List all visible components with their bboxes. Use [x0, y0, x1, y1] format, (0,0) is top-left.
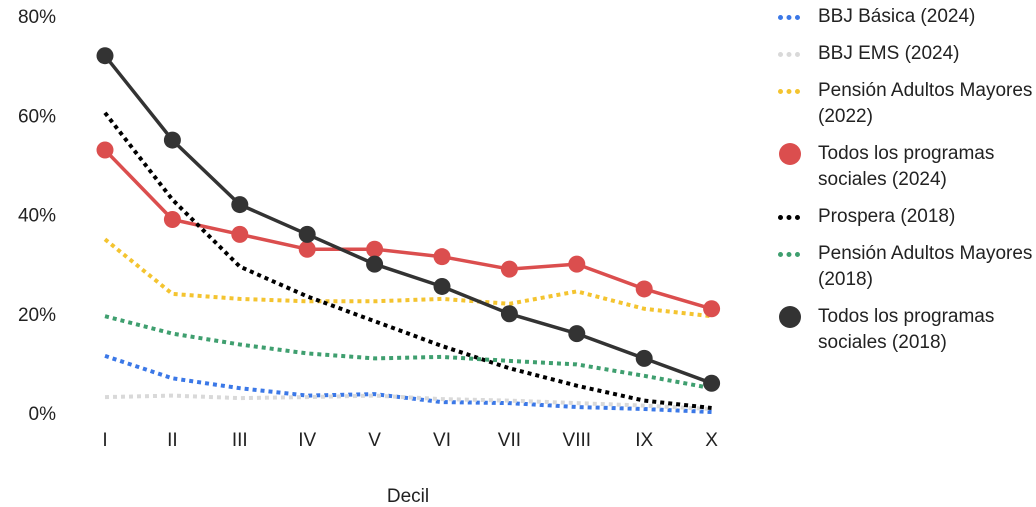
series [104, 314, 712, 391]
series [103, 111, 712, 410]
x-tick-label: VIII [563, 430, 592, 451]
legend-label: Todos los programas sociales (2018) [818, 306, 995, 353]
line-chart: 0%20%40%60%80% I II III IV V VI VII VIII IX X Dec… [18, 7, 721, 507]
series [104, 393, 712, 411]
y-axis-ticks: 0% 20% 40% 60% 80% [18, 7, 56, 425]
legend-label: Todos los programas sociales (2024) [818, 143, 995, 190]
y-tick-label: 40% [18, 206, 56, 227]
data-point [635, 349, 653, 367]
data-point [231, 225, 249, 243]
series [103, 237, 712, 319]
legend-swatch [778, 15, 800, 20]
series-line [103, 54, 713, 385]
legend-item: Pensión Adultos Mayores (2022) [778, 78, 1036, 130]
data-point [163, 131, 181, 149]
legend-label: Pensión Adultos Mayores (2018) [818, 243, 1033, 290]
data-point [568, 325, 586, 343]
data-point [366, 240, 384, 258]
data-point [500, 305, 518, 323]
series [96, 141, 721, 318]
x-tick-label: V [368, 430, 381, 451]
legend-item: Prospera (2018) [778, 204, 1036, 230]
legend-item: Todos los programas sociales (2024) [778, 141, 1036, 193]
series [104, 354, 712, 414]
data-point [703, 374, 721, 392]
data-point [231, 196, 249, 214]
y-tick-label: 0% [29, 404, 57, 425]
data-point [703, 300, 721, 318]
series-line [103, 111, 712, 410]
data-point [433, 248, 451, 266]
legend-item: BBJ Básica (2024) [778, 4, 1036, 30]
series-line [103, 148, 713, 311]
x-tick-label: I [102, 430, 107, 451]
data-point [568, 255, 586, 273]
x-tick-label: IV [298, 430, 316, 451]
series-line [104, 393, 712, 411]
series-line [104, 314, 712, 391]
legend-label: BBJ Básica (2024) [818, 6, 976, 27]
x-tick-label: VI [433, 430, 451, 451]
data-point [163, 210, 181, 228]
legend: BBJ Básica (2024) BBJ EMS (2024) Pensión A… [778, 4, 1036, 367]
y-tick-label: 60% [18, 106, 56, 127]
legend-swatch [779, 306, 801, 328]
legend-label: Pensión Adultos Mayores (2022) [818, 80, 1033, 127]
legend-label: Prospera (2018) [818, 206, 956, 227]
x-tick-label: III [232, 430, 248, 451]
legend-swatch [778, 89, 800, 94]
y-tick-label: 80% [18, 7, 56, 28]
data-point [635, 280, 653, 298]
plot-area [96, 47, 721, 414]
series-line [104, 354, 712, 414]
data-point [500, 260, 518, 278]
legend-item: BBJ EMS (2024) [778, 41, 1036, 67]
x-tick-label: VII [498, 430, 521, 451]
data-point [366, 255, 384, 273]
legend-item: Todos los programas sociales (2018) [778, 304, 1036, 356]
legend-swatch [778, 252, 800, 257]
x-tick-label: X [705, 430, 718, 451]
x-tick-label: II [167, 430, 178, 451]
x-tick-label: IX [635, 430, 653, 451]
legend-swatch [779, 143, 801, 165]
legend-swatch [778, 52, 800, 57]
data-point [298, 225, 316, 243]
data-point [298, 240, 316, 258]
legend-label: BBJ EMS (2024) [818, 43, 960, 64]
x-axis-ticks: I II III IV V VI VII VIII IX X [102, 430, 718, 451]
legend-item: Pensión Adultos Mayores (2018) [778, 241, 1036, 293]
data-point [96, 141, 114, 159]
data-point [433, 277, 451, 295]
series-line [103, 237, 712, 319]
y-tick-label: 20% [18, 305, 56, 326]
legend-swatch [778, 215, 800, 220]
series [96, 47, 721, 392]
data-point [96, 47, 114, 65]
x-axis-title: Decil [387, 486, 429, 507]
